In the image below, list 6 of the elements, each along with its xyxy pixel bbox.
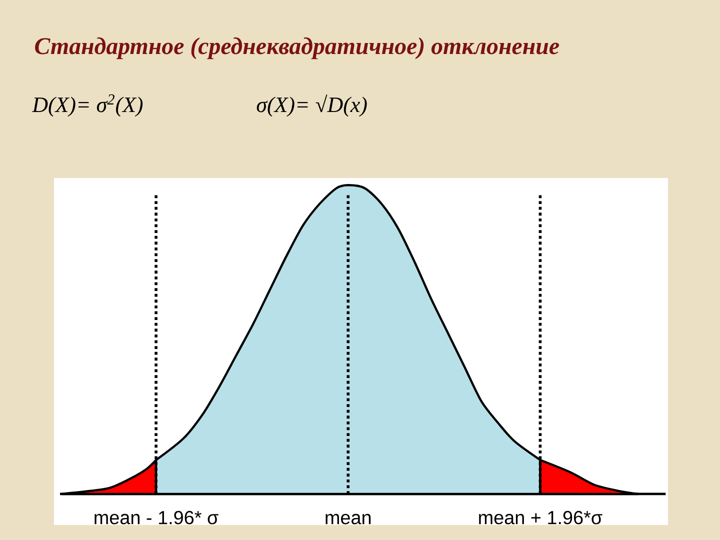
text: σ(X)= √D(x) [256, 94, 367, 117]
x-tick-label: mean - 1.96* σ [94, 510, 218, 524]
x-tick-label: mean + 1.96*σ [479, 510, 602, 524]
x-tick-label: mean [326, 514, 371, 524]
chart-title: Стандартное (среднеквадратичное) отклонение [35, 37, 559, 60]
text: D(X)= σ$^{2}$(X) [32, 94, 143, 117]
